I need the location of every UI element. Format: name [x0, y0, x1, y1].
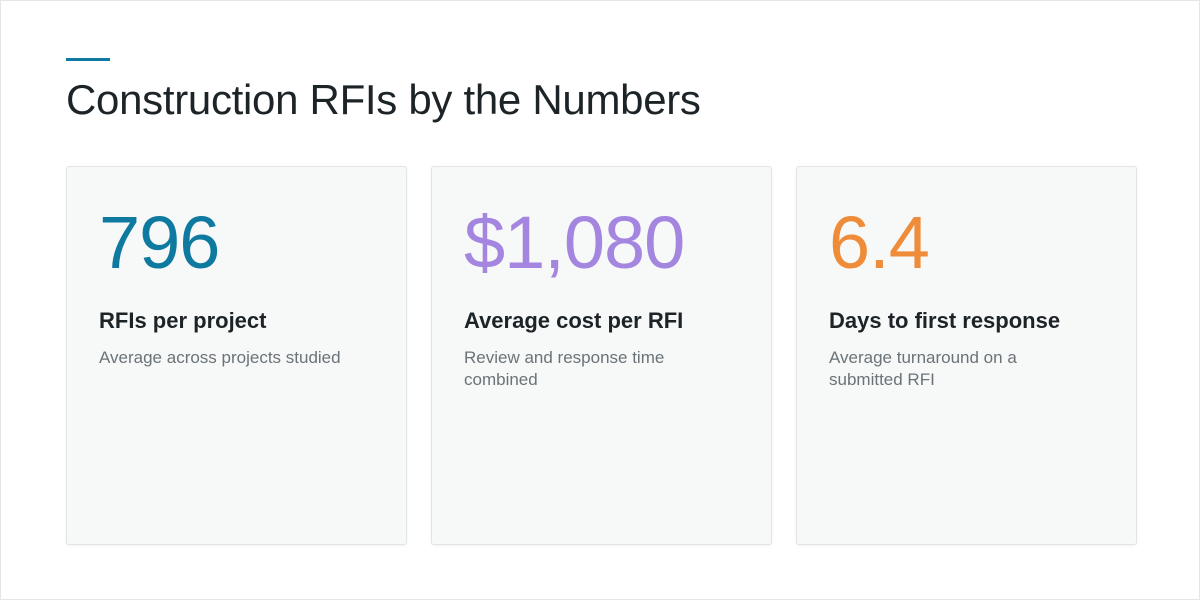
title-accent-bar: [66, 58, 110, 61]
stat-label-average-cost: Average cost per RFI: [464, 308, 684, 333]
stat-cards: 796 RFIs per project Average across proj…: [66, 166, 1137, 545]
stat-value-days-to-response: 6.4: [829, 201, 930, 284]
stat-card-rfis-per-project: 796 RFIs per project Average across proj…: [66, 166, 407, 545]
stat-label-rfis-per-project: RFIs per project: [99, 308, 267, 333]
stat-label-days-to-response: Days to first response: [829, 308, 1061, 333]
stat-value-average-cost: $1,080: [464, 201, 685, 284]
stat-description-average-cost: Review and response time combined: [464, 348, 665, 389]
stat-value-rfis-per-project: 796: [99, 201, 220, 284]
stat-card-average-cost: $1,080 Average cost per RFI Review and r…: [431, 166, 772, 545]
stat-description-rfis-per-project: Average across projects studied: [99, 348, 341, 367]
page-title: Construction RFIs by the Numbers: [66, 76, 701, 123]
stat-card-days-to-response: 6.4 Days to first response Average turna…: [796, 166, 1137, 545]
stat-description-days-to-response: Average turnaround on a submitted RFI: [829, 348, 1017, 389]
